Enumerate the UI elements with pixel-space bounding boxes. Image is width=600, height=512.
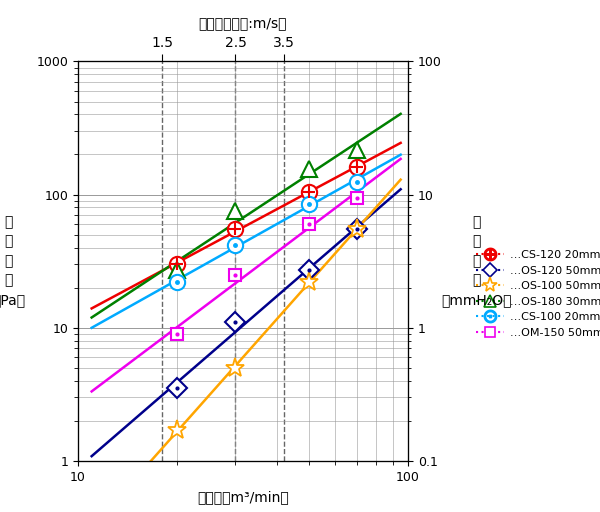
Y-axis label: 圧
力
損
失
（Pa）: 圧 力 損 失 （Pa） — [0, 215, 25, 307]
Y-axis label: 圧
力
損
失
（mmH₂O）: 圧 力 損 失 （mmH₂O） — [441, 215, 512, 307]
X-axis label: 風　速（点線:m/s）: 風 速（点線:m/s） — [199, 16, 287, 30]
X-axis label: 風　量（m³/min）: 風 量（m³/min） — [197, 490, 289, 504]
Legend: …CS-120 20mm, …OS-120 50mm, …OS-100 50mm, …OS-180 30mm, …CS-100 20mm, …OM-150 50: …CS-120 20mm, …OS-120 50mm, …OS-100 50mm… — [473, 247, 600, 341]
